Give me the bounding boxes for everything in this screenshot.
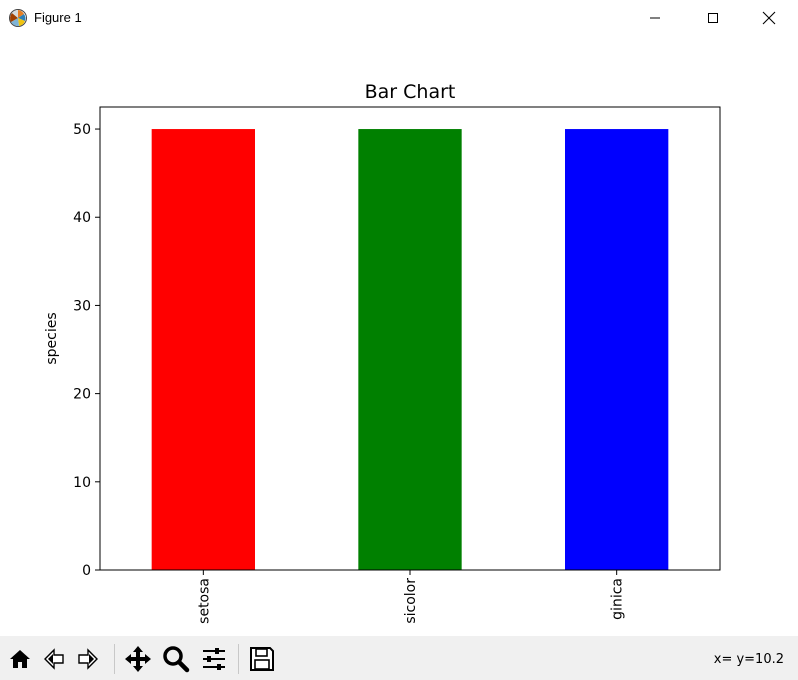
y-tick-label: 20 (73, 387, 91, 403)
pan-icon (125, 646, 151, 672)
bar-virginica (565, 129, 669, 571)
minimize-button[interactable] (626, 0, 684, 36)
save-button[interactable] (246, 643, 278, 675)
back-button[interactable] (38, 643, 70, 675)
y-tick-label: 40 (73, 210, 91, 226)
navigation-toolbar: x= y=10.2 (0, 636, 798, 680)
maximize-button[interactable] (684, 0, 742, 36)
toolbar-separator (238, 644, 239, 674)
pan-button[interactable] (122, 643, 154, 675)
matplotlib-logo-icon (9, 9, 27, 27)
window-title: Figure 1 (34, 10, 82, 25)
y-tick-label: 30 (73, 298, 91, 314)
x-tick-label-group: setosa (196, 578, 212, 624)
x-tick-label: sicolor (403, 578, 419, 624)
bar-chart: 0 10 20 30 40 50 setosa sicolor ginica Bar Chart s… (44, 81, 721, 624)
configure-subplots-icon (203, 648, 225, 670)
bar-setosa (151, 129, 255, 571)
bar-versicolor (358, 129, 462, 571)
chart-title: Bar Chart (365, 81, 456, 103)
cursor-coordinates: x= y=10.2 (713, 652, 784, 667)
forward-button[interactable] (72, 643, 104, 675)
y-tick-label: 10 (73, 475, 91, 491)
x-tick-label-group: ginica (610, 578, 626, 620)
home-button[interactable] (4, 643, 36, 675)
x-tick-label: ginica (610, 578, 626, 620)
minimize-icon (650, 17, 660, 19)
close-button[interactable] (740, 0, 798, 36)
y-tick-label: 50 (73, 122, 91, 138)
save-icon (250, 647, 274, 671)
home-icon (10, 650, 30, 668)
toolbar-separator (114, 644, 115, 674)
close-icon (762, 11, 776, 25)
y-tick-label: 0 (82, 563, 91, 579)
y-axis-label: species (44, 312, 60, 364)
forward-icon (78, 648, 98, 670)
x-tick-label-group: sicolor (403, 578, 419, 624)
x-tick-label: setosa (196, 578, 212, 624)
figure-canvas[interactable]: 0 10 20 30 40 50 setosa sicolor ginica Bar Chart s… (0, 36, 798, 636)
zoom-button[interactable] (160, 643, 192, 675)
zoom-icon (163, 646, 190, 673)
configure-subplots-button[interactable] (198, 643, 230, 675)
back-icon (44, 648, 64, 670)
title-bar[interactable]: Figure 1 (0, 0, 798, 36)
maximize-icon (708, 13, 718, 23)
